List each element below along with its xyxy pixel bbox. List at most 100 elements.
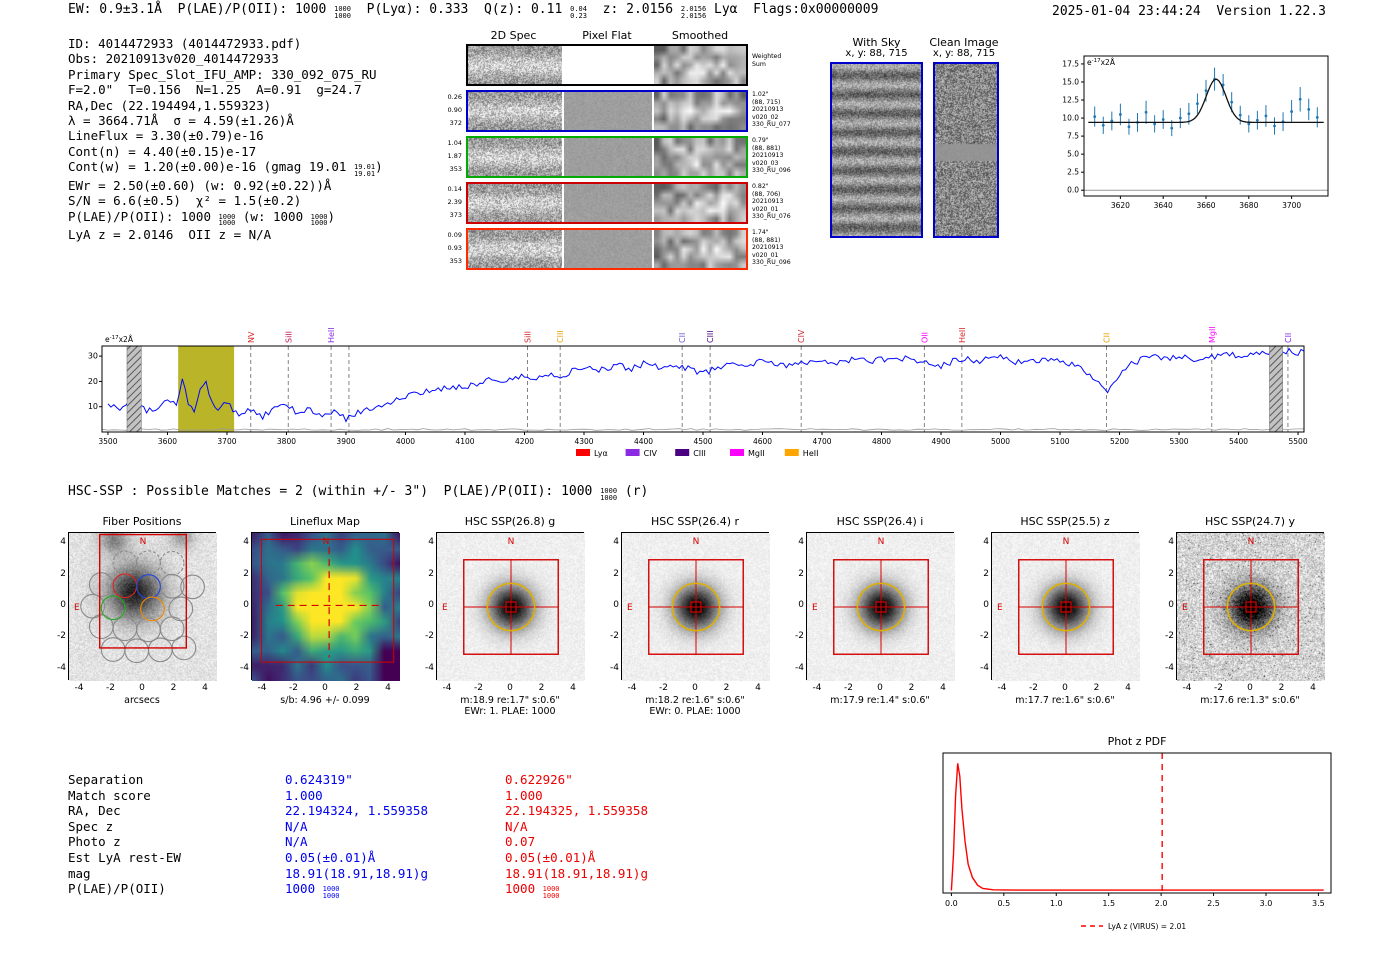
svg-text:30: 30: [88, 352, 98, 361]
svg-text:CII: CII: [1284, 333, 1293, 343]
match-col2-value: N/A: [505, 818, 528, 834]
x-tick-labels: -4 -2 0 2 4: [442, 683, 576, 693]
info-line: F=2.0" T=0.156 N=1.25 A=0.91 g=24.7: [68, 82, 362, 98]
flux-unit-label: e-17x2Å: [1087, 58, 1116, 67]
svg-text:SiII: SiII: [284, 331, 293, 343]
center-marker: [690, 601, 702, 613]
x-tick-labels: -4 -2 0 2 4: [627, 683, 761, 693]
svg-text:0.5: 0.5: [997, 899, 1010, 908]
stacked-fraction: 1000 1000: [542, 885, 560, 900]
y-tick-labels: -4 -2 0 2 4: [425, 537, 434, 673]
match-row-label: Match score: [68, 787, 151, 803]
svg-text:4500: 4500: [693, 437, 712, 446]
extraction-box: [99, 533, 187, 649]
lineflux-image: [252, 533, 400, 681]
center-marker: [1060, 601, 1072, 613]
catalog-match-table: Separation 0.624319" 0.622926" Match score 1…: [68, 772, 648, 900]
match-col2-value: 1.000: [505, 787, 543, 803]
aperture-circle: [856, 582, 906, 632]
clean-image-panel: [933, 62, 999, 238]
fiber-annotation: 1.02" (88, 715) 20210913 v020_02 330_RU_077: [752, 91, 791, 129]
aperture-circle: [486, 582, 536, 632]
cutout-caption: m:18.2 re:1.6" s:0.6": [645, 695, 745, 706]
x-tick-labels: -4 -2 0 2 4: [1182, 683, 1316, 693]
summary-header: EW: 0.9±3.1Å P(LAE)/P(OII): 1000 1000 100…: [68, 2, 879, 20]
x-tick-labels: -4 -2 0 2 4: [812, 683, 946, 693]
spec2d-cutout-grid: [466, 44, 748, 284]
y-tick-labels: -4 -2 0 2 4: [980, 537, 989, 673]
spec2d-row: [466, 44, 748, 86]
svg-text:3.0: 3.0: [1260, 899, 1273, 908]
svg-text:CIII: CIII: [706, 330, 715, 343]
svg-text:5100: 5100: [1050, 437, 1069, 446]
east-label: E: [1182, 603, 1188, 613]
y-tick-labels: -4 -2 0 2 4: [240, 537, 249, 673]
x-tick-labels: -4 -2 0 2 4: [257, 683, 391, 693]
svg-text:NV: NV: [247, 331, 256, 343]
plot-frame: [101, 345, 1305, 433]
info-line: LyA z = 2.0146 OII z = N/A: [68, 227, 272, 243]
svg-text:12.5: 12.5: [1062, 96, 1079, 105]
info-line: P(LAE)/P(OII): 1000 1000 1000 (w: 1000 10…: [68, 208, 336, 228]
clean-image: [935, 64, 997, 236]
stacked-fraction: 0.04 0.23: [570, 5, 587, 20]
svg-text:2.0: 2.0: [1155, 899, 1168, 908]
match-col1-value: 0.05(±0.01)Å: [285, 849, 376, 865]
svg-text:0.0: 0.0: [945, 899, 958, 908]
fiber-weight-values: 0.14 2.39 373: [447, 185, 462, 220]
match-row-label: Photo z: [68, 834, 121, 850]
masked-bands: [126, 345, 1283, 433]
clean-image-title: Clean Image: [929, 36, 999, 49]
svg-text:5400: 5400: [1229, 437, 1248, 446]
fiber-annotation: Weighted Sum: [752, 53, 782, 68]
fiber-weight-values: 0.26 0.90 372: [447, 93, 462, 128]
match-row-label: Est LyA rest-EW: [68, 849, 181, 865]
match-col2-value: 18.91(18.91,18.91)g: [505, 865, 648, 881]
match-col2-value: 0.622926": [505, 772, 573, 787]
svg-text:3600: 3600: [158, 437, 177, 446]
svg-text:HeII: HeII: [327, 327, 336, 343]
match-table-row: Separation 0.624319" 0.622926": [68, 772, 648, 788]
match-table-row: P(LAE)/P(OII) 1000 1000 1000 1000 1000 1000: [68, 881, 648, 900]
emission-line-zoom-chart: 3620 3640 3660 3680 3700 0.0 2.5 5.0 7.5 10.0 12.5…: [1062, 55, 1329, 210]
cutout-overlay: NE: [997, 537, 1114, 655]
spec2d-flat-image: [564, 184, 652, 222]
col-title-smoothed: Smoothed: [671, 29, 729, 42]
north-label: N: [1063, 537, 1070, 547]
cutout-title: HSC SSP(26.8) g: [464, 515, 556, 528]
with-sky-panel: [830, 62, 923, 238]
svg-text:3.5: 3.5: [1312, 899, 1325, 908]
info-line: Cont(w) = 1.20(±0.00)e-16 (gmag 19.01 19…: [68, 159, 383, 179]
svg-text:3680: 3680: [1239, 201, 1258, 210]
spec2d-smooth-image: [654, 46, 746, 84]
x-axis-ticks: 3620 3640 3660 3680 3700: [1111, 196, 1301, 210]
spec2d-row: [466, 228, 748, 270]
pdf-title: Phot z PDF: [1108, 735, 1167, 748]
extraction-box: [260, 538, 395, 663]
phot-z-pdf-curve: [950, 763, 1324, 891]
svg-text:2.5: 2.5: [1207, 899, 1220, 908]
svg-text:4400: 4400: [634, 437, 653, 446]
stacked-fraction: 1000 1000: [310, 212, 328, 228]
cutout-overlay: NE: [442, 537, 559, 655]
flux-unit-label: e-17x2Å: [105, 335, 134, 344]
y-tick-labels: -4 -2 0 2 4: [795, 537, 804, 673]
svg-text:HeII: HeII: [958, 327, 967, 343]
cutout-frame: N: [251, 532, 400, 681]
svg-text:10.0: 10.0: [1062, 114, 1079, 123]
info-line: ID: 4014472933 (4014472933.pdf): [68, 36, 302, 51]
svg-text:3900: 3900: [336, 437, 355, 446]
spec2d-smooth-image: [654, 138, 746, 176]
stacked-fraction: 1000 1000: [218, 212, 236, 228]
line-marker-vlines: [250, 346, 1289, 432]
svg-text:5000: 5000: [991, 437, 1010, 446]
aperture-circle: [1226, 582, 1276, 632]
svg-text:MgII: MgII: [748, 449, 765, 458]
svg-text:4700: 4700: [812, 437, 831, 446]
info-line: LineFlux = 3.30(±0.79)e-16: [68, 128, 264, 144]
match-col1-value: 22.194324, 1.559358: [285, 803, 428, 819]
match-col1-value: 1000 1000 1000: [285, 881, 340, 900]
north-label: N: [693, 537, 700, 547]
errorbar-points: [1093, 67, 1319, 137]
